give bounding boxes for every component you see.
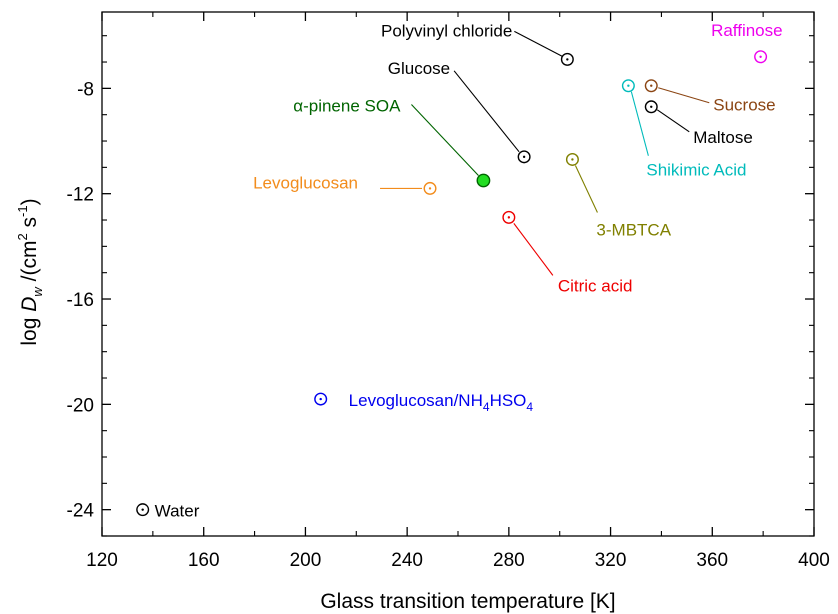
point-label: Water bbox=[155, 502, 200, 521]
data-point-center bbox=[522, 155, 526, 159]
leader-line bbox=[574, 165, 598, 213]
point-label: α-pinene SOA bbox=[293, 97, 401, 116]
x-tick-label: 160 bbox=[188, 550, 220, 571]
data-point-center bbox=[627, 84, 630, 87]
y-tick-label: -20 bbox=[67, 395, 94, 416]
y-tick-label: -12 bbox=[67, 185, 94, 206]
point-label: Polyvinyl chloride bbox=[381, 21, 512, 40]
x-tick-label: 240 bbox=[391, 550, 423, 571]
point-label: Shikimic Acid bbox=[646, 161, 746, 180]
data-points bbox=[136, 50, 768, 517]
axes: 120 160 200 240 280 320 360 400 -24 -20 -16 -12 -8 bbox=[67, 11, 830, 571]
data-point-center bbox=[141, 508, 144, 511]
data-point-center bbox=[650, 84, 653, 87]
point-label: Raffinose bbox=[711, 21, 783, 40]
leader-line bbox=[656, 109, 690, 133]
y-tick-label: -16 bbox=[67, 290, 94, 311]
leader-line bbox=[514, 30, 563, 57]
x-tick-label: 360 bbox=[696, 550, 728, 571]
point-label: Citric acid bbox=[558, 276, 633, 295]
data-point bbox=[476, 173, 491, 188]
point-label: Levoglucosan/NH4HSO4 bbox=[349, 391, 534, 414]
y-tick-label: -8 bbox=[77, 79, 94, 100]
x-tick-label: 120 bbox=[86, 550, 118, 571]
leader-line bbox=[453, 70, 520, 153]
data-point-center bbox=[319, 397, 322, 401]
leader-line bbox=[411, 104, 479, 176]
data-point-center bbox=[507, 216, 511, 219]
leader-line bbox=[630, 91, 649, 156]
x-tick-label: 280 bbox=[493, 550, 525, 571]
y-axis-title: log Dw /(cm2 s-1) bbox=[15, 198, 45, 345]
x-tick-label: 320 bbox=[595, 550, 627, 571]
data-point-center bbox=[759, 55, 762, 58]
data-point-center bbox=[566, 58, 569, 61]
leader-lines bbox=[380, 30, 710, 276]
point-label: Maltose bbox=[693, 128, 753, 147]
point-label: 3-MBTCA bbox=[596, 220, 671, 239]
data-point-center bbox=[650, 105, 653, 108]
data-point-center bbox=[428, 187, 432, 190]
leader-line bbox=[513, 223, 554, 276]
data-point-center bbox=[571, 158, 574, 161]
point-label: Glucose bbox=[388, 59, 450, 78]
leader-line bbox=[658, 87, 710, 104]
y-tick-label: -24 bbox=[67, 501, 95, 522]
point-label: Sucrose bbox=[713, 96, 775, 115]
plot-frame bbox=[101, 11, 815, 537]
x-tick-label: 200 bbox=[290, 550, 322, 571]
x-axis-title: Glass transition temperature [K] bbox=[320, 590, 615, 613]
point-labels: Water Levoglucosan/NH4HSO4 Levoglucosan α-p… bbox=[155, 21, 783, 521]
x-tick-label: 400 bbox=[798, 550, 830, 571]
point-label: Levoglucosan bbox=[253, 173, 358, 192]
